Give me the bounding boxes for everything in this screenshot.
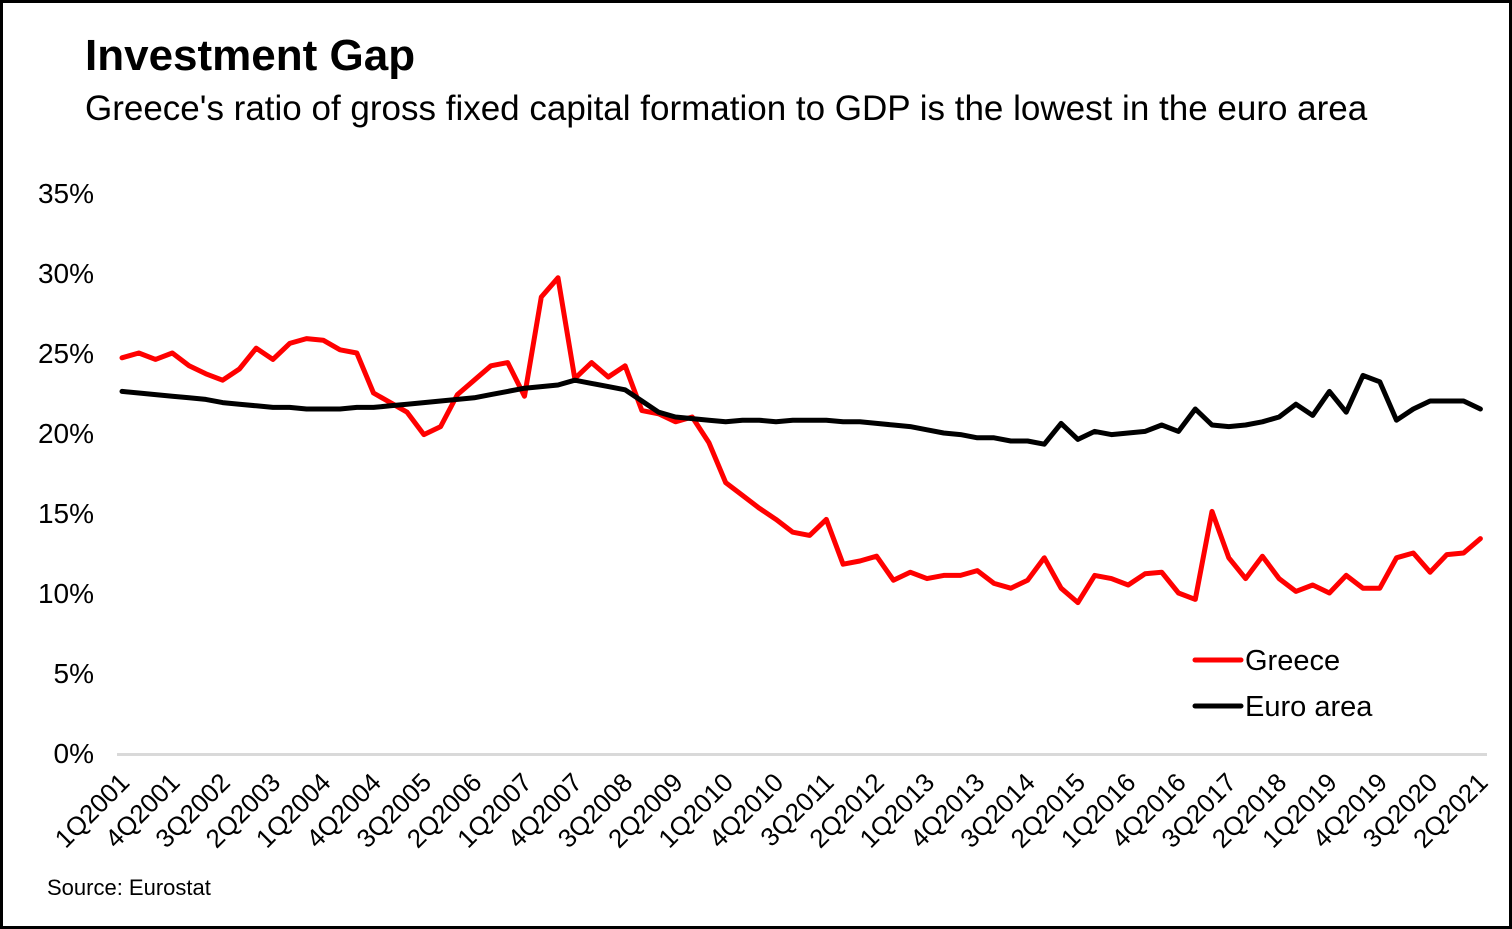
y-axis-tick-label: 35% bbox=[38, 178, 94, 209]
y-axis-tick-label: 20% bbox=[38, 418, 94, 449]
y-axis-tick-label: 10% bbox=[38, 578, 94, 609]
y-axis-tick-label: 30% bbox=[38, 258, 94, 289]
chart-subtitle: Greece's ratio of gross fixed capital fo… bbox=[85, 89, 1368, 128]
legend-label-euro-area: Euro area bbox=[1245, 691, 1373, 723]
y-axis-tick-label: 15% bbox=[38, 498, 94, 529]
y-axis-tick-label: 25% bbox=[38, 338, 94, 369]
legend-label-greece: Greece bbox=[1245, 645, 1340, 677]
greece-line bbox=[119, 275, 1483, 606]
investment-gap-line-chart: 0%5%10%15%20%25%30%35%1Q20014Q20013Q2002… bbox=[38, 178, 1494, 854]
y-axis-tick-label: 5% bbox=[54, 658, 94, 689]
euro-area-line bbox=[119, 372, 1483, 447]
source-note: Source: Eurostat bbox=[47, 875, 211, 900]
chart-title: Investment Gap bbox=[85, 31, 416, 80]
y-axis-tick-label: 0% bbox=[54, 738, 94, 769]
